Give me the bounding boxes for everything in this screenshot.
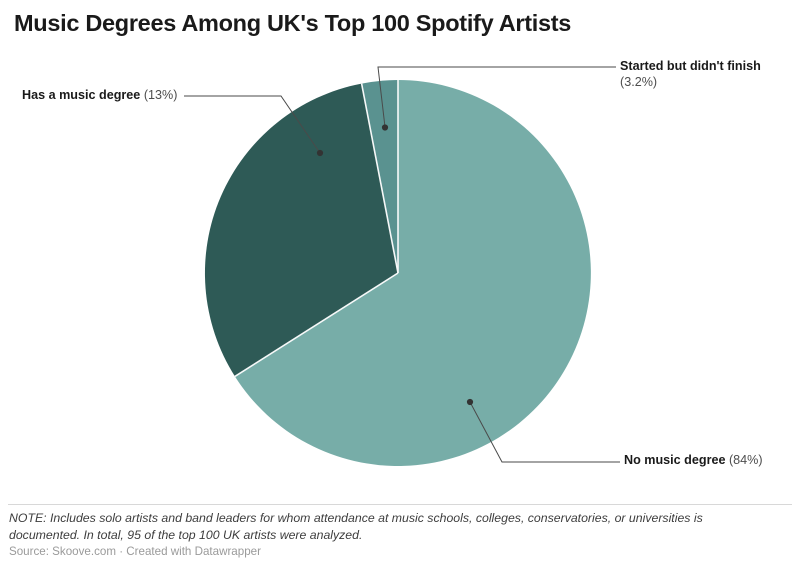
pie-slice-separators	[234, 80, 399, 378]
slice-label-percent: (13%)	[143, 88, 178, 102]
slice-label-name: Started but didn't finish	[620, 59, 761, 73]
leader-line-started-but-didnt-finish	[377, 66, 616, 131]
slice-label-percent: (3.2%)	[620, 74, 658, 89]
slice-label-name: No music degree	[624, 453, 726, 467]
leader-line-no-music-degree	[466, 398, 620, 463]
slice-label-started-but-didnt-finish: Started but didn't finish (3.2%)	[620, 59, 790, 90]
page-title: Music Degrees Among UK's Top 100 Spotify…	[14, 10, 572, 36]
chart-source[interactable]: Source: Skoove.com · Created with Datawr…	[9, 545, 261, 558]
footer-divider	[8, 504, 792, 505]
slice-label-has-music-degree: Has a music degree (13%)	[22, 88, 177, 104]
slice-label-no-music-degree: No music degree (84%)	[624, 453, 763, 469]
chart-note: NOTE: Includes solo artists and band lea…	[9, 511, 703, 542]
leader-line-has-music-degree	[184, 95, 324, 157]
slice-label-percent: (84%)	[728, 453, 763, 467]
slice-label-name: Has a music degree	[22, 88, 141, 102]
pie-slice-no-music-degree[interactable]	[234, 80, 591, 466]
